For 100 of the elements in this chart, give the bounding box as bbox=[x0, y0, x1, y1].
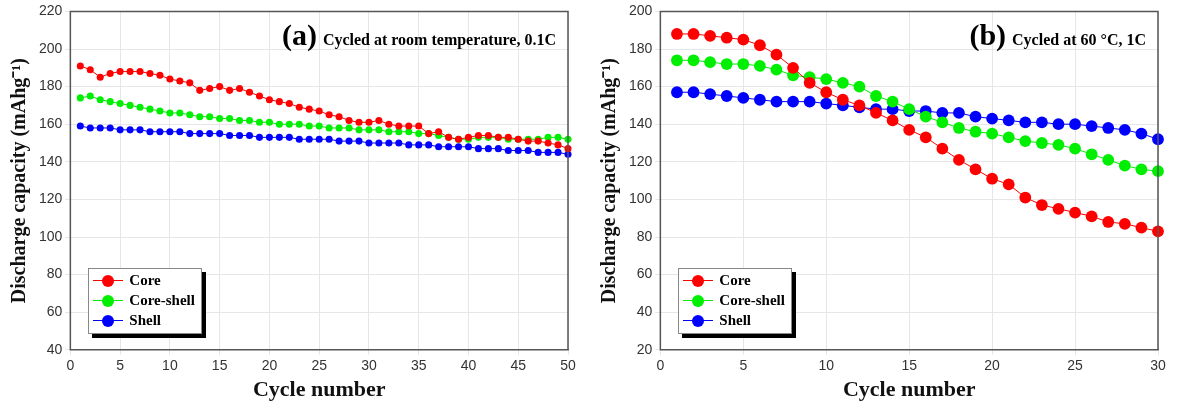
y-tick-label: 60 bbox=[46, 303, 63, 320]
y-tick-label: 100 bbox=[629, 190, 653, 207]
y-tick-label: 40 bbox=[636, 303, 653, 320]
point bbox=[395, 139, 403, 147]
point bbox=[325, 111, 333, 119]
point bbox=[186, 130, 194, 138]
point bbox=[255, 133, 263, 141]
point bbox=[1102, 216, 1115, 228]
point bbox=[1035, 199, 1048, 211]
point bbox=[126, 101, 134, 109]
point bbox=[76, 62, 84, 70]
y-tick-label: 80 bbox=[46, 265, 63, 282]
point bbox=[305, 135, 313, 143]
legend-label: Core-shell bbox=[719, 292, 785, 310]
point bbox=[226, 86, 234, 94]
point bbox=[494, 145, 502, 153]
x-tick-label: 0 bbox=[66, 357, 75, 374]
point bbox=[96, 124, 104, 132]
point bbox=[1118, 123, 1131, 136]
point bbox=[136, 103, 144, 111]
point bbox=[285, 99, 293, 108]
point bbox=[236, 116, 244, 124]
point bbox=[305, 122, 313, 130]
y-tick-label: 200 bbox=[629, 2, 653, 19]
point bbox=[405, 128, 413, 136]
point bbox=[544, 133, 552, 141]
point bbox=[886, 114, 899, 127]
point bbox=[315, 107, 323, 115]
point bbox=[1118, 159, 1131, 172]
point bbox=[687, 28, 700, 40]
point bbox=[216, 130, 224, 138]
point bbox=[554, 148, 562, 156]
point bbox=[216, 83, 224, 91]
point bbox=[365, 126, 373, 134]
legend-label: Core-shell bbox=[129, 292, 195, 310]
point bbox=[136, 68, 144, 76]
x-axis-title: Cycle number bbox=[842, 376, 976, 402]
x-tick-label: 30 bbox=[361, 357, 377, 374]
point bbox=[255, 92, 263, 100]
point bbox=[554, 141, 562, 149]
point bbox=[770, 63, 783, 76]
y-axis-title: Discharge capacity (mAhg⁻¹) bbox=[7, 58, 31, 304]
point bbox=[704, 56, 717, 69]
point bbox=[285, 133, 293, 141]
point bbox=[76, 122, 84, 130]
point bbox=[395, 122, 403, 130]
point bbox=[1135, 127, 1148, 140]
point bbox=[385, 120, 393, 128]
point bbox=[671, 54, 683, 67]
point bbox=[305, 105, 313, 113]
point bbox=[720, 31, 733, 44]
point bbox=[335, 137, 343, 145]
point bbox=[1102, 122, 1115, 134]
point bbox=[820, 73, 833, 85]
point bbox=[1085, 148, 1098, 161]
point bbox=[936, 116, 949, 129]
point bbox=[385, 139, 393, 147]
point bbox=[345, 137, 353, 145]
point bbox=[265, 118, 273, 126]
point bbox=[886, 95, 899, 108]
point bbox=[737, 58, 750, 70]
point bbox=[345, 116, 353, 124]
point bbox=[484, 145, 492, 153]
point bbox=[936, 142, 949, 155]
point bbox=[1035, 116, 1048, 129]
point bbox=[445, 143, 453, 151]
point bbox=[1069, 206, 1081, 219]
point bbox=[986, 127, 999, 140]
point bbox=[870, 90, 882, 102]
point bbox=[787, 61, 799, 74]
point bbox=[176, 109, 184, 117]
chart-title: (a) Cycled at room temperature, 0.1C bbox=[281, 18, 556, 53]
point bbox=[255, 118, 263, 126]
point bbox=[903, 123, 916, 136]
point bbox=[86, 66, 94, 74]
point bbox=[986, 112, 999, 125]
point bbox=[216, 115, 224, 123]
point bbox=[146, 128, 154, 136]
point bbox=[245, 131, 254, 140]
point bbox=[245, 88, 254, 96]
point bbox=[1069, 142, 1081, 155]
x-tick-label: 40 bbox=[460, 357, 477, 374]
point bbox=[146, 69, 154, 77]
point bbox=[186, 111, 194, 119]
point bbox=[295, 135, 303, 143]
y-tick-label: 180 bbox=[39, 77, 63, 94]
point bbox=[687, 54, 700, 67]
point bbox=[671, 86, 683, 99]
point bbox=[1019, 191, 1032, 204]
point bbox=[415, 122, 423, 130]
point bbox=[176, 77, 184, 85]
point bbox=[206, 84, 214, 93]
point bbox=[355, 118, 363, 126]
point bbox=[166, 75, 174, 83]
x-tick-label: 15 bbox=[211, 357, 228, 374]
point bbox=[554, 133, 562, 141]
legend-label: Shell bbox=[719, 312, 752, 330]
point bbox=[919, 131, 932, 144]
point bbox=[919, 110, 932, 123]
point bbox=[106, 98, 114, 106]
